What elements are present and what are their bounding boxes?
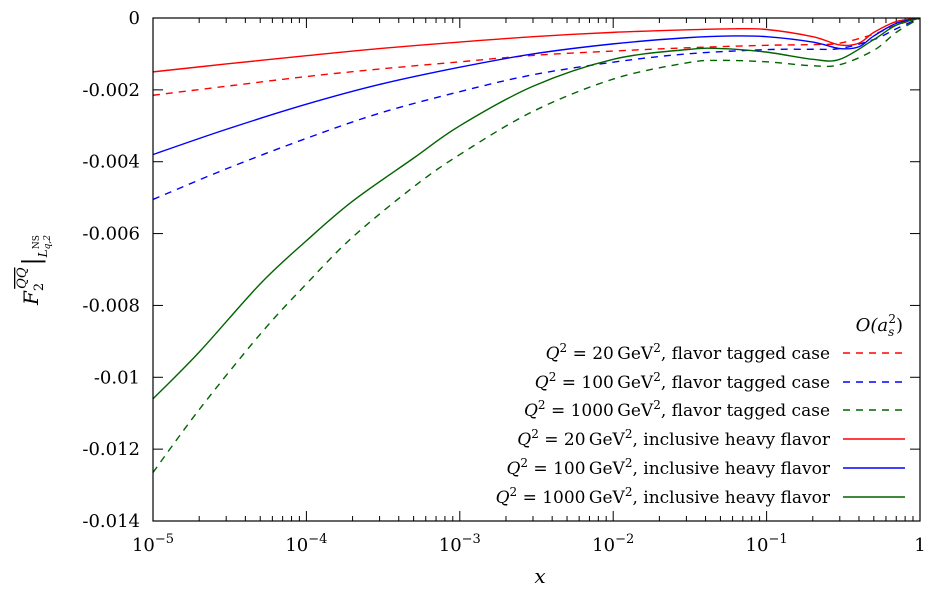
legend-entry-label: Q2 = 1000 GeV2, flavor tagged case bbox=[524, 398, 830, 421]
legend-entry-label: Q2 = 100 GeV2, inclusive heavy flavor bbox=[506, 456, 830, 479]
x-tick-label: 1 bbox=[914, 535, 925, 556]
legend-entry-label: Q2 = 20 GeV2, inclusive heavy flavor bbox=[517, 427, 831, 450]
y-axis-label: F2QQ |Lq,2NS bbox=[15, 235, 53, 306]
y-axis-label-restrict-sup: NS bbox=[32, 235, 42, 249]
legend-entry-label: Q2 = 100 GeV2, flavor tagged case bbox=[535, 370, 830, 393]
x-tick-label: 10−5 bbox=[132, 532, 174, 556]
x-tick-label: 10−1 bbox=[746, 532, 788, 556]
y-axis-label-restrict-sub: q,2 bbox=[43, 235, 53, 250]
y-tick-label: -0.01 bbox=[94, 367, 140, 388]
y-axis-label-main: F bbox=[19, 290, 43, 306]
series-line-4 bbox=[153, 18, 920, 73]
y-axis-label-sub: 2 bbox=[32, 283, 47, 291]
y-tick-label: 0 bbox=[129, 8, 140, 29]
legend: Q2 = 20 GeV2, flavor tagged case Q2 = 100… bbox=[496, 341, 905, 508]
y-tick-label: -0.012 bbox=[82, 439, 140, 460]
series-line-5 bbox=[153, 18, 920, 156]
legend-title-sub: s bbox=[888, 325, 894, 339]
x-axis-label: x bbox=[534, 564, 545, 588]
legend-title-sup: 2 bbox=[888, 312, 896, 326]
series-line-6 bbox=[153, 18, 920, 400]
series-line-2 bbox=[153, 18, 920, 201]
plot-frame bbox=[152, 17, 921, 522]
x-tick-labels: 10−5 10−4 10−3 10−2 10−1 1 bbox=[132, 532, 926, 556]
legend-title-close: ) bbox=[896, 315, 903, 336]
y-tick-label: -0.006 bbox=[82, 224, 140, 245]
x-tick-label: 10−2 bbox=[592, 532, 634, 556]
legend-title: O(as2) bbox=[856, 312, 903, 339]
y-tick-label: -0.014 bbox=[82, 511, 140, 532]
y-tick-label: -0.002 bbox=[82, 80, 140, 101]
legend-entry-label: Q2 = 1000 GeV2, inclusive heavy flavor bbox=[496, 485, 831, 508]
series-line-1 bbox=[153, 18, 920, 96]
y-tick-label: -0.004 bbox=[82, 152, 140, 173]
x-tick-label: 10−4 bbox=[285, 532, 327, 556]
y-axis-label-bar: | bbox=[18, 257, 47, 265]
y-tick-labels: 0 -0.002 -0.004 -0.006 -0.008 -0.01 -0.012 -0.0… bbox=[82, 8, 140, 532]
series-lines bbox=[153, 18, 920, 473]
y-axis-label-sup: QQ bbox=[15, 267, 30, 289]
series-line-3 bbox=[153, 18, 920, 473]
legend-entry-label: Q2 = 20 GeV2, flavor tagged case bbox=[546, 341, 830, 364]
y-axis-label-restrict: L bbox=[36, 249, 50, 258]
legend-title-main: O(a bbox=[856, 315, 889, 336]
y-tick-label: -0.008 bbox=[82, 295, 140, 316]
x-tick-label: 10−3 bbox=[439, 532, 481, 556]
